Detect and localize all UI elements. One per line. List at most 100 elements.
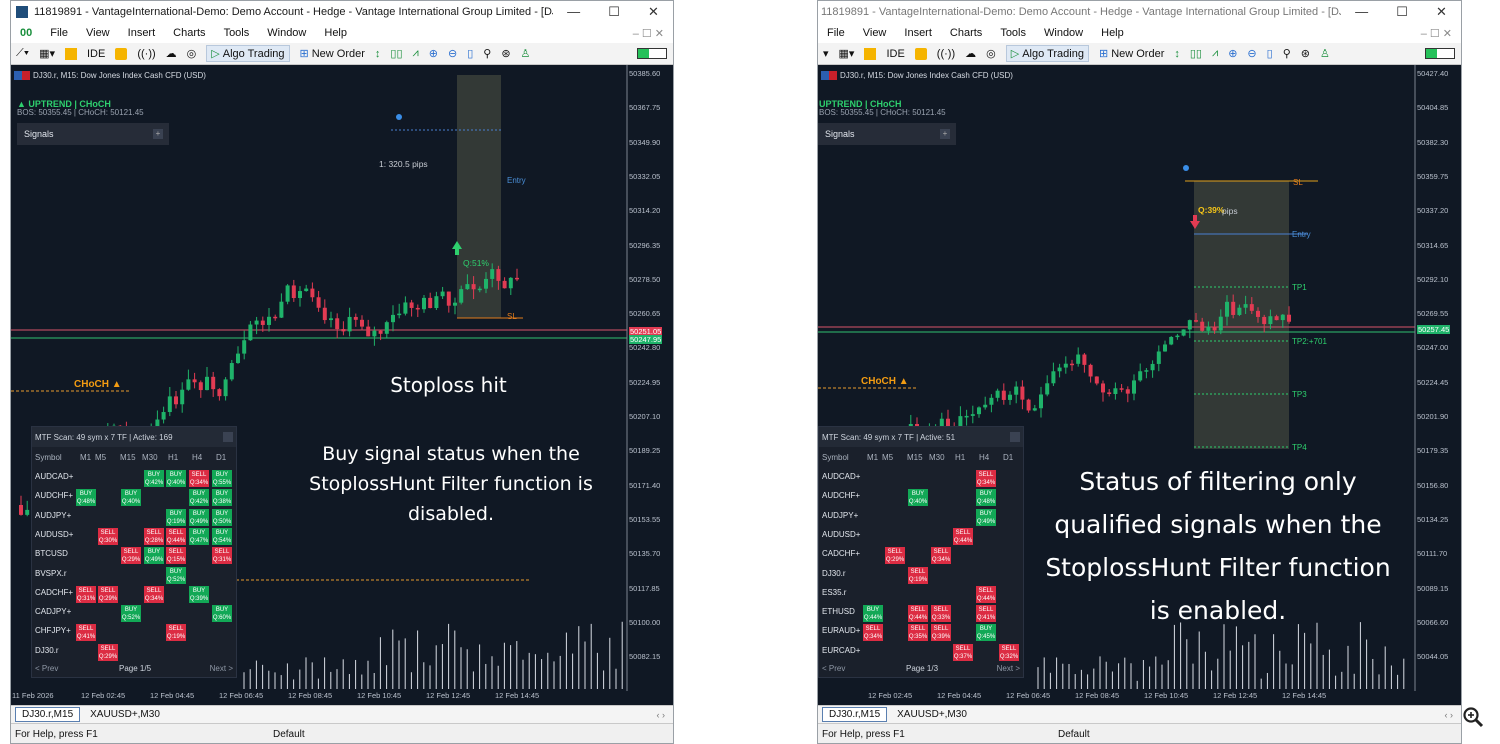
buy-signal-cell[interactable]: BUY Q:47% (189, 527, 209, 545)
expand-button[interactable]: + (940, 129, 950, 139)
symbol-row-label[interactable]: AUDJPY+ (822, 510, 859, 520)
algo-trading-button[interactable]: ▷ Algo Trading (206, 45, 290, 62)
sell-signal-cell[interactable]: SELL Q:41% (76, 624, 96, 642)
magnifier-icon[interactable] (1462, 706, 1484, 728)
price-chart[interactable]: DJ30.r, M15: Dow Jones Index Cash CFD (U… (818, 65, 1461, 705)
chart-type-icon[interactable]: ⟋▾ (16, 47, 30, 59)
sell-signal-cell[interactable]: SELL Q:33% (931, 605, 951, 623)
line-icon[interactable]: ⩘ (1211, 47, 1219, 59)
tab-scroll-arrows[interactable]: ‹ › (656, 709, 666, 720)
maximize-icon[interactable]: ☐ (1396, 4, 1408, 19)
buy-signal-cell[interactable]: BUY Q:49% (144, 547, 164, 565)
sell-signal-cell[interactable]: SELL Q:34% (144, 585, 164, 603)
zoom-out-icon[interactable]: ⊖ (1247, 48, 1257, 60)
minimize-icon[interactable]: — (567, 4, 581, 19)
zoom-in-icon[interactable]: ⊕ (1228, 48, 1238, 60)
buy-signal-cell[interactable]: BUY Q:40% (121, 489, 141, 507)
buy-signal-cell[interactable]: BUY Q:39% (189, 585, 209, 603)
minimize-icon[interactable]: — (1355, 4, 1369, 19)
search-icon[interactable]: ⚲ (1282, 48, 1291, 60)
symbol-row-label[interactable]: EURCAD+ (822, 645, 861, 655)
menu-insert[interactable]: Insert (127, 27, 156, 39)
mtf-scan-panel[interactable]: MTF Scan: 49 sym x 7 TF | Active: 51 < P… (818, 426, 1024, 678)
next-button[interactable]: Next > (996, 664, 1020, 673)
cloud-icon[interactable]: ☁ (965, 48, 977, 60)
menu-file[interactable]: File (827, 27, 845, 39)
symbol-row-label[interactable]: DJ30.r (822, 568, 846, 578)
sell-signal-cell[interactable]: SELL Q:44% (166, 527, 186, 545)
buy-signal-cell[interactable]: BUY Q:49% (189, 508, 209, 526)
symbol-row-label[interactable]: CADJPY+ (35, 607, 72, 617)
buy-signal-cell[interactable]: BUY Q:45% (976, 624, 996, 642)
symbol-row-label[interactable]: AUDUSD+ (35, 529, 74, 539)
coin-icon[interactable] (864, 47, 877, 60)
buy-signal-cell[interactable]: BUY Q:54% (212, 527, 232, 545)
globe-icon[interactable]: ◎ (186, 48, 197, 60)
symbol-row-label[interactable]: AUDCAD+ (822, 472, 861, 481)
buy-signal-cell[interactable]: BUY Q:38% (212, 489, 232, 507)
signal-icon[interactable]: ((·)) (936, 47, 956, 60)
maximize-icon[interactable]: ☐ (608, 4, 620, 19)
sell-signal-cell[interactable]: SELL Q:35% (908, 624, 928, 642)
symbol-row-label[interactable]: AUDCHF+ (822, 491, 861, 501)
sell-signal-cell[interactable]: SELL Q:44% (976, 585, 996, 603)
mtf-scan-panel[interactable]: MTF Scan: 49 sym x 7 TF | Active: 169 < … (31, 426, 237, 678)
lock-icon[interactable] (914, 47, 927, 60)
sell-signal-cell[interactable]: SELL Q:44% (908, 605, 928, 623)
sell-signal-cell[interactable]: SELL Q:29% (121, 547, 141, 565)
symbol-row-label[interactable]: AUDCHF+ (35, 491, 74, 501)
buy-signal-cell[interactable]: BUY Q:50% (212, 508, 232, 526)
signals-panel[interactable]: Signals + (17, 123, 169, 145)
sell-signal-cell[interactable]: SELL Q:30% (98, 527, 118, 545)
menu-tools[interactable]: Tools (223, 27, 250, 39)
sell-signal-cell[interactable]: SELL Q:19% (166, 624, 186, 642)
buy-signal-cell[interactable]: BUY Q:40% (166, 470, 186, 487)
menu-view[interactable]: View (85, 27, 110, 39)
symbol-row-label[interactable]: BVSPX.r (35, 568, 67, 578)
sell-signal-cell[interactable]: SELL Q:31% (76, 585, 96, 603)
sell-signal-cell[interactable]: SELL Q:15% (166, 547, 186, 565)
next-button[interactable]: Next > (209, 664, 233, 673)
depth-icon[interactable]: ↕ (1174, 47, 1180, 60)
timeframe-icon[interactable]: ▦▾ (39, 48, 55, 60)
signal-icon[interactable]: ((·)) (137, 47, 156, 60)
symbol-row-label[interactable]: AUDUSD+ (822, 529, 861, 539)
menu-tools[interactable]: Tools (1000, 27, 1026, 39)
buy-signal-cell[interactable]: BUY Q:52% (121, 605, 141, 623)
sell-signal-cell[interactable]: SELL Q:29% (98, 585, 118, 603)
menu-view[interactable]: View (862, 27, 887, 39)
account-icon[interactable]: ⊛ (501, 48, 511, 60)
sell-signal-cell[interactable]: SELL Q:39% (931, 624, 951, 642)
new-order-button[interactable]: ⊞ New Order (299, 47, 365, 61)
menu-file[interactable]: File (50, 27, 68, 39)
sell-signal-cell[interactable]: SELL Q:29% (885, 547, 905, 565)
sell-signal-cell[interactable]: SELL Q:29% (98, 643, 118, 661)
symbol-row-label[interactable]: AUDCAD+ (35, 472, 74, 481)
symbol-row-label[interactable]: CHFJPY+ (35, 626, 71, 636)
search-icon[interactable]: ⚲ (483, 48, 492, 60)
bars-icon[interactable]: ▯▯ (390, 48, 403, 60)
symbol-row-label[interactable]: BTCUSD (35, 549, 68, 559)
price-chart[interactable]: DJ30.r, M15: Dow Jones Index Cash CFD (U… (11, 65, 673, 705)
user-icon[interactable]: ♙ (1319, 48, 1330, 60)
user-icon[interactable]: ♙ (520, 48, 531, 60)
globe-icon[interactable]: ◎ (986, 48, 996, 60)
buy-signal-cell[interactable]: BUY Q:42% (144, 470, 164, 487)
tab-dj30[interactable]: DJ30.r,M15 (822, 707, 888, 722)
minimize-icon[interactable] (223, 432, 233, 442)
expand-button[interactable]: + (153, 129, 163, 139)
symbol-row-label[interactable]: ETHUSD (822, 607, 855, 617)
tile-icon[interactable]: ▯ (467, 48, 474, 60)
buy-signal-cell[interactable]: BUY Q:49% (976, 508, 996, 526)
buy-signal-cell[interactable]: BUY Q:48% (976, 489, 996, 507)
sell-signal-cell[interactable]: SELL Q:28% (144, 527, 164, 545)
prev-button[interactable]: < Prev (822, 664, 846, 673)
buy-signal-cell[interactable]: BUY Q:55% (212, 470, 232, 487)
menu-window[interactable]: Window (1044, 27, 1084, 39)
signals-panel[interactable]: Signals + (818, 123, 956, 145)
sell-signal-cell[interactable]: SELL Q:34% (863, 624, 883, 642)
sell-signal-cell[interactable]: SELL Q:31% (212, 547, 232, 565)
tab-xauusd[interactable]: XAUUSD+,M30 (897, 709, 967, 720)
sell-signal-cell[interactable]: SELL Q:37% (953, 643, 973, 661)
minimize-icon[interactable] (1010, 432, 1020, 442)
